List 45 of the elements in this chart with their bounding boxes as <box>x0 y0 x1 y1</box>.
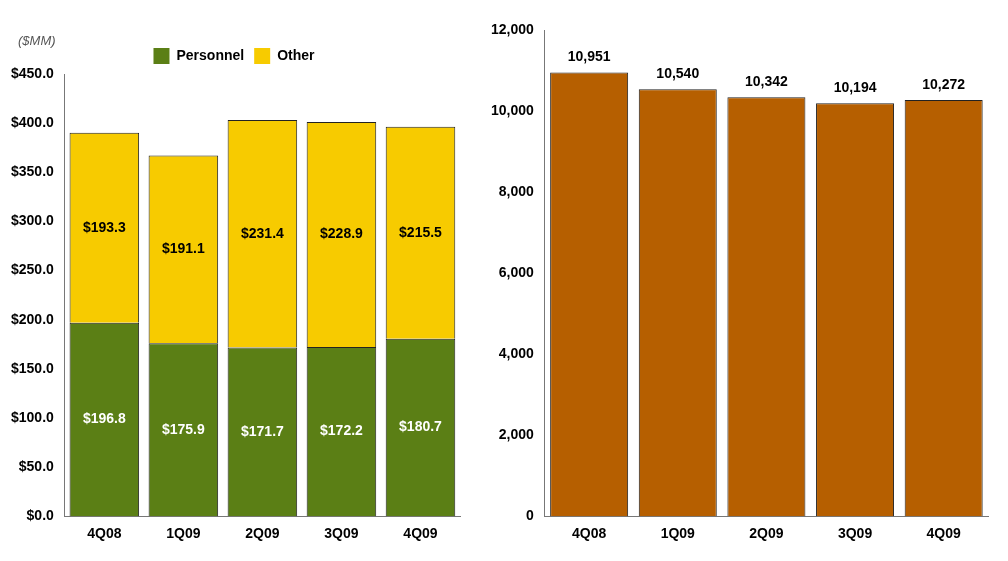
data-label: $196.8 <box>82 410 126 427</box>
data-label: 10,194 <box>833 79 877 96</box>
y-tick-label: 2,000 <box>498 426 535 443</box>
data-label: $175.9 <box>161 420 205 437</box>
y-tick-label: 8,000 <box>498 182 535 199</box>
x-tick-label: 3Q09 <box>837 525 873 542</box>
x-tick-label: 2Q09 <box>749 525 784 542</box>
legend-label: Personnel <box>176 46 245 63</box>
x-tick-label: 4Q08 <box>572 525 607 542</box>
y-tick-label: 4,000 <box>498 344 535 361</box>
legend-label: Other <box>277 46 316 63</box>
data-label: $231.4 <box>241 224 285 241</box>
y-tick-label: $150.0 <box>10 359 55 376</box>
data-label: $228.9 <box>320 225 364 242</box>
y-tick-label: $450.0 <box>10 64 55 81</box>
y-tick-label: 10,000 <box>490 101 535 118</box>
data-label: $180.7 <box>399 418 443 435</box>
data-label: $193.3 <box>82 218 126 235</box>
x-tick-label: 4Q09 <box>403 525 438 542</box>
data-label: $215.5 <box>399 223 443 240</box>
data-label: 10,540 <box>656 65 700 82</box>
x-tick-label: 2Q09 <box>245 525 280 542</box>
y-tick-label: $300.0 <box>10 212 55 229</box>
data-label: 10,951 <box>567 48 611 65</box>
y-axis-title: ($MM) <box>18 33 56 49</box>
x-tick-label: 1Q09 <box>166 525 201 542</box>
x-tick-label: 1Q09 <box>660 525 696 542</box>
y-tick-label: $200.0 <box>10 310 55 327</box>
x-tick-label: 4Q08 <box>87 525 122 542</box>
data-label: $191.1 <box>161 240 205 257</box>
x-tick-label: 3Q09 <box>324 525 359 542</box>
y-tick-label: 6,000 <box>498 263 535 280</box>
data-label: $172.2 <box>320 422 364 439</box>
x-tick-label: 4Q09 <box>926 525 962 542</box>
y-tick-label: $50.0 <box>18 457 55 474</box>
data-label: 10,272 <box>922 75 966 92</box>
y-tick-label: $350.0 <box>10 163 55 180</box>
y-tick-label: 0 <box>526 507 535 524</box>
y-tick-label: $100.0 <box>10 408 55 425</box>
data-label: 10,342 <box>745 73 789 90</box>
y-tick-label: $0.0 <box>26 507 55 524</box>
y-tick-label: $400.0 <box>10 113 55 130</box>
y-tick-label: 12,000 <box>490 20 535 37</box>
y-tick-label: $250.0 <box>10 261 55 278</box>
data-label: $171.7 <box>241 422 285 439</box>
